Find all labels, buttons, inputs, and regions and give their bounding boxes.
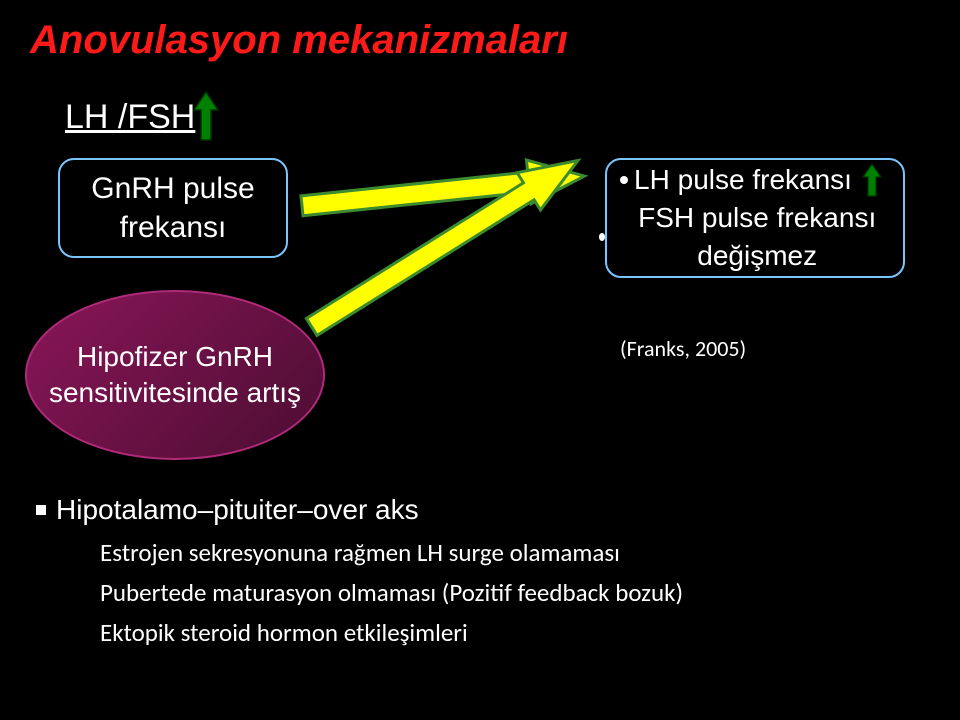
subhead-lh-fsh: LH /FSH: [65, 98, 195, 137]
gnrh-pulse-text: GnRH pulse frekansı: [60, 169, 286, 247]
body-line-2: Pubertede maturasyon olmaması (Pozitif f…: [100, 573, 683, 613]
hipofizer-ellipse: Hipofizer GnRH sensitivitesinde artış: [25, 290, 325, 460]
square-bullet-icon: [36, 505, 46, 515]
lh-up-arrow-icon: [862, 163, 882, 197]
up-arrow-icon: [192, 90, 220, 142]
body-text-block: Hipotalamo–pituiter–over aks Estrojen se…: [36, 488, 683, 653]
hipofizer-text: Hipofizer GnRH sensitivitesinde artış: [27, 339, 323, 412]
body-line-3: Ektopik steroid hormon etkileşimleri: [100, 613, 683, 653]
body-heading: Hipotalamo–pituiter–over aks: [56, 488, 419, 533]
bullet-dot: [620, 176, 628, 184]
gnrh-pulse-box: GnRH pulse frekansı: [58, 158, 288, 258]
slide-title: Anovulasyon mekanizmaları: [30, 18, 568, 63]
fsh-line-text: FSH pulse frekansı değişmez: [611, 199, 903, 275]
body-line-1: Estrojen sekresyonuna rağmen LH surge ol…: [100, 533, 683, 573]
bullet-dot: [599, 233, 605, 241]
lh-line-text: LH pulse frekansı: [634, 161, 852, 199]
citation-text: (Franks, 2005): [620, 335, 746, 362]
lh-fsh-box: LH pulse frekansı FSH pulse frekansı değ…: [605, 158, 905, 278]
